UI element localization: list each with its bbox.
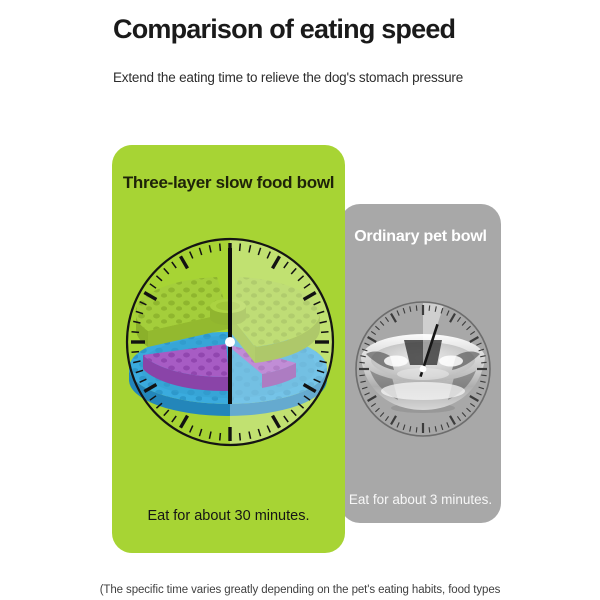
slow-bowl-clock-icon xyxy=(125,237,335,447)
page-title: Comparison of eating speed xyxy=(113,14,456,44)
steel-bowl-illustration xyxy=(361,334,485,413)
slow-bowl-card: Three-layer slow food bowl xyxy=(112,145,345,553)
ordinary-bowl-card: Ordinary pet bowl xyxy=(340,204,501,523)
ordinary-bowl-caption: Eat for about 3 minutes. xyxy=(348,492,493,507)
slow-bowl-caption: Eat for about 30 minutes. xyxy=(147,508,310,524)
ordinary-bowl-card-title: Ordinary pet bowl xyxy=(354,228,487,245)
footnote: (The specific time varies greatly depend… xyxy=(99,584,501,596)
slow-bowl-card-title: Three-layer slow food bowl xyxy=(122,173,335,192)
clock-elapsed-overlay xyxy=(230,240,332,444)
ordinary-bowl-clock-icon xyxy=(355,301,491,437)
clock-dial-outline xyxy=(125,237,335,447)
clock-tick-marks xyxy=(359,305,487,433)
slow-feeder-bowl-illustration xyxy=(129,277,327,416)
page-subtitle: Extend the eating time to relieve the do… xyxy=(113,70,464,85)
clock-dial-outline xyxy=(355,301,491,437)
clock-center-dot xyxy=(419,365,427,373)
clock-center-dot xyxy=(225,337,235,347)
